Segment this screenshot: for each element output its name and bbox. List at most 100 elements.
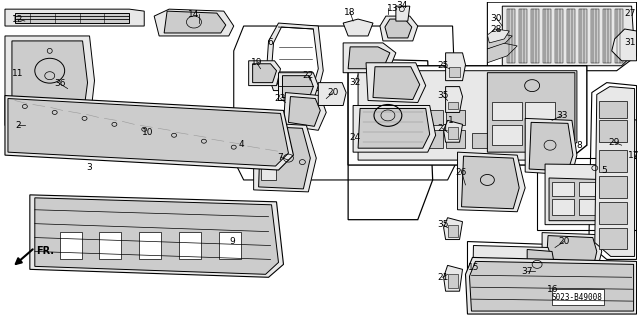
Bar <box>533 279 549 291</box>
Polygon shape <box>289 97 320 126</box>
Bar <box>99 232 122 259</box>
Bar <box>418 130 443 148</box>
Text: 20: 20 <box>328 88 339 97</box>
Polygon shape <box>488 43 517 63</box>
Text: 6: 6 <box>268 38 273 48</box>
Bar <box>418 110 443 125</box>
Text: 34: 34 <box>396 1 408 10</box>
Polygon shape <box>605 115 637 152</box>
Polygon shape <box>396 6 410 21</box>
Text: FR.: FR. <box>36 247 54 256</box>
Polygon shape <box>595 86 635 256</box>
Bar <box>260 168 275 180</box>
Polygon shape <box>30 195 284 277</box>
Polygon shape <box>278 73 318 100</box>
Bar <box>599 176 627 198</box>
Polygon shape <box>525 118 577 175</box>
Polygon shape <box>348 47 390 69</box>
Text: 20: 20 <box>558 237 570 246</box>
Polygon shape <box>612 29 637 61</box>
Text: 32: 32 <box>349 78 361 87</box>
Text: 5: 5 <box>601 166 607 174</box>
Bar <box>445 110 465 125</box>
Text: 12: 12 <box>12 15 24 24</box>
Polygon shape <box>35 198 278 274</box>
Bar <box>140 232 161 259</box>
Polygon shape <box>603 9 611 63</box>
Text: 14: 14 <box>188 10 200 19</box>
Text: 19: 19 <box>251 58 262 67</box>
Polygon shape <box>444 265 463 291</box>
Polygon shape <box>508 9 515 63</box>
Polygon shape <box>465 257 637 314</box>
Polygon shape <box>488 33 512 49</box>
Polygon shape <box>614 9 623 63</box>
Polygon shape <box>154 9 234 36</box>
Text: 23: 23 <box>275 94 286 103</box>
Polygon shape <box>458 152 525 212</box>
Text: 9: 9 <box>229 237 235 246</box>
Text: 33: 33 <box>556 111 568 120</box>
Text: 11: 11 <box>12 69 24 78</box>
Bar <box>260 152 275 164</box>
Text: S023-B49008: S023-B49008 <box>552 293 602 302</box>
Polygon shape <box>549 178 617 221</box>
Bar <box>599 120 627 142</box>
Polygon shape <box>591 9 599 63</box>
Bar <box>599 100 627 118</box>
Polygon shape <box>358 71 577 160</box>
Bar <box>447 225 458 237</box>
Text: 37: 37 <box>522 267 533 276</box>
Text: 21: 21 <box>437 273 448 282</box>
Bar <box>599 228 627 249</box>
Polygon shape <box>343 43 396 73</box>
Polygon shape <box>358 108 429 148</box>
Polygon shape <box>249 61 280 85</box>
Text: 30: 30 <box>491 14 502 23</box>
Polygon shape <box>444 218 463 240</box>
Text: 35: 35 <box>437 220 449 229</box>
Bar <box>552 199 574 215</box>
Polygon shape <box>253 64 276 83</box>
Bar <box>552 289 604 305</box>
Bar <box>179 232 201 259</box>
Polygon shape <box>545 164 628 225</box>
Polygon shape <box>461 156 519 209</box>
Text: 31: 31 <box>624 38 636 48</box>
Bar <box>492 125 522 145</box>
Polygon shape <box>267 23 323 91</box>
Text: 21: 21 <box>437 124 448 133</box>
Text: 35: 35 <box>437 91 449 100</box>
Polygon shape <box>555 9 563 63</box>
Polygon shape <box>271 27 318 85</box>
Text: 17: 17 <box>628 151 639 160</box>
Polygon shape <box>488 2 637 71</box>
Bar <box>447 101 458 109</box>
Bar <box>260 136 275 148</box>
Polygon shape <box>488 29 509 43</box>
Text: 29: 29 <box>608 138 620 147</box>
Polygon shape <box>385 19 412 38</box>
Polygon shape <box>502 6 635 66</box>
Bar <box>552 182 574 196</box>
Polygon shape <box>348 66 587 165</box>
Bar <box>492 102 522 120</box>
Polygon shape <box>472 246 557 299</box>
Text: 8: 8 <box>576 141 582 150</box>
Text: 7: 7 <box>278 152 284 162</box>
Polygon shape <box>470 261 634 311</box>
Bar <box>447 274 458 288</box>
Polygon shape <box>12 41 88 120</box>
Bar <box>447 127 458 139</box>
Polygon shape <box>445 53 465 81</box>
Polygon shape <box>546 235 596 269</box>
Polygon shape <box>488 73 575 152</box>
Text: 13: 13 <box>387 4 399 13</box>
Polygon shape <box>579 9 587 63</box>
Polygon shape <box>164 11 226 33</box>
Polygon shape <box>5 9 144 26</box>
Bar <box>472 133 490 148</box>
Text: 18: 18 <box>344 8 356 17</box>
Polygon shape <box>529 122 573 171</box>
Polygon shape <box>259 126 310 189</box>
